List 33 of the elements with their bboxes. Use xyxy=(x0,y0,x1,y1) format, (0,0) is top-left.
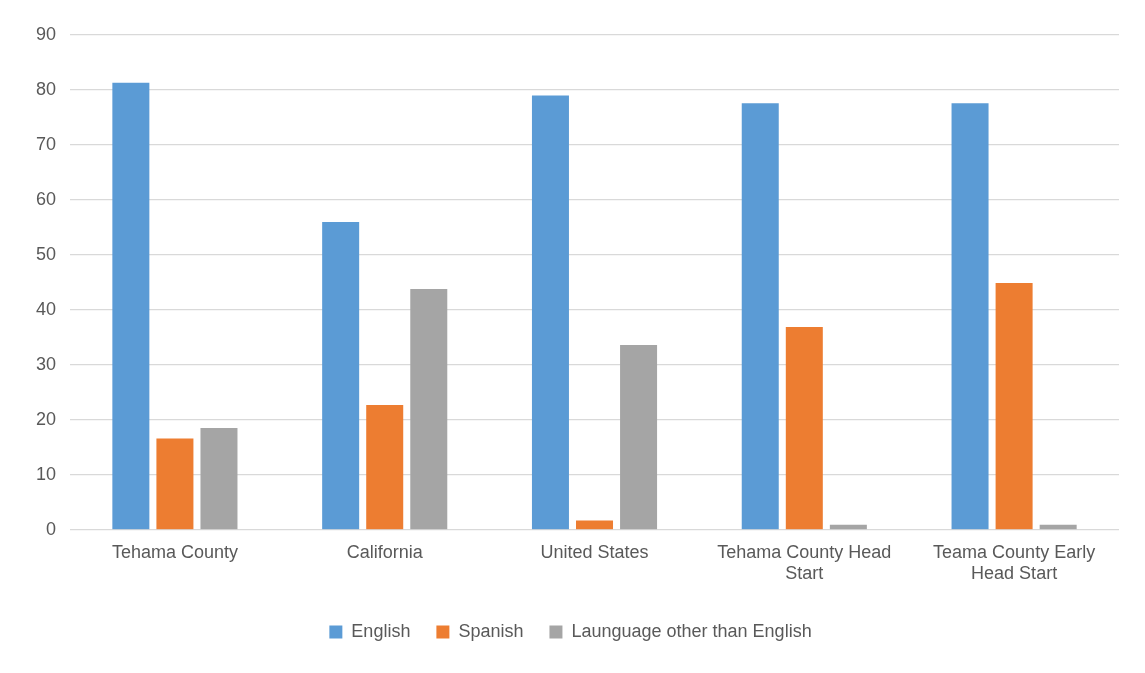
bar xyxy=(829,524,867,530)
legend-label: Spanish xyxy=(458,620,524,641)
y-tick-label: 30 xyxy=(35,353,57,374)
x-tick-label: Tehama County xyxy=(111,541,238,562)
bar xyxy=(741,103,779,530)
x-tick-label: Tehama County Head Start xyxy=(717,541,892,584)
y-tick-label: 60 xyxy=(35,188,57,209)
y-tick-label: 80 xyxy=(35,78,57,99)
bar xyxy=(951,103,989,530)
bar xyxy=(322,221,360,530)
legend-label: Launguage other than English xyxy=(571,620,812,641)
y-tick-label: 90 xyxy=(35,23,57,44)
bar xyxy=(785,326,823,530)
y-tick-label: 40 xyxy=(35,298,57,319)
bar xyxy=(620,345,658,530)
x-tick-label: Teama County Early Head Start xyxy=(933,541,1096,584)
x-tick-label: United States xyxy=(540,541,649,562)
bar xyxy=(1039,524,1077,530)
y-tick-label: 50 xyxy=(35,243,57,264)
bar xyxy=(531,95,569,530)
y-tick-label: 70 xyxy=(35,133,57,154)
y-tick-label: 20 xyxy=(35,408,57,429)
bar xyxy=(995,282,1033,530)
x-tick-label: California xyxy=(346,541,424,562)
legend-label: English xyxy=(351,620,411,641)
bar xyxy=(410,289,448,530)
y-tick-label: 10 xyxy=(35,463,57,484)
bar xyxy=(200,428,238,530)
bar xyxy=(576,520,614,530)
bar xyxy=(112,82,150,530)
bar xyxy=(156,438,194,530)
bar xyxy=(366,405,404,530)
y-tick-label: 0 xyxy=(46,518,57,539)
